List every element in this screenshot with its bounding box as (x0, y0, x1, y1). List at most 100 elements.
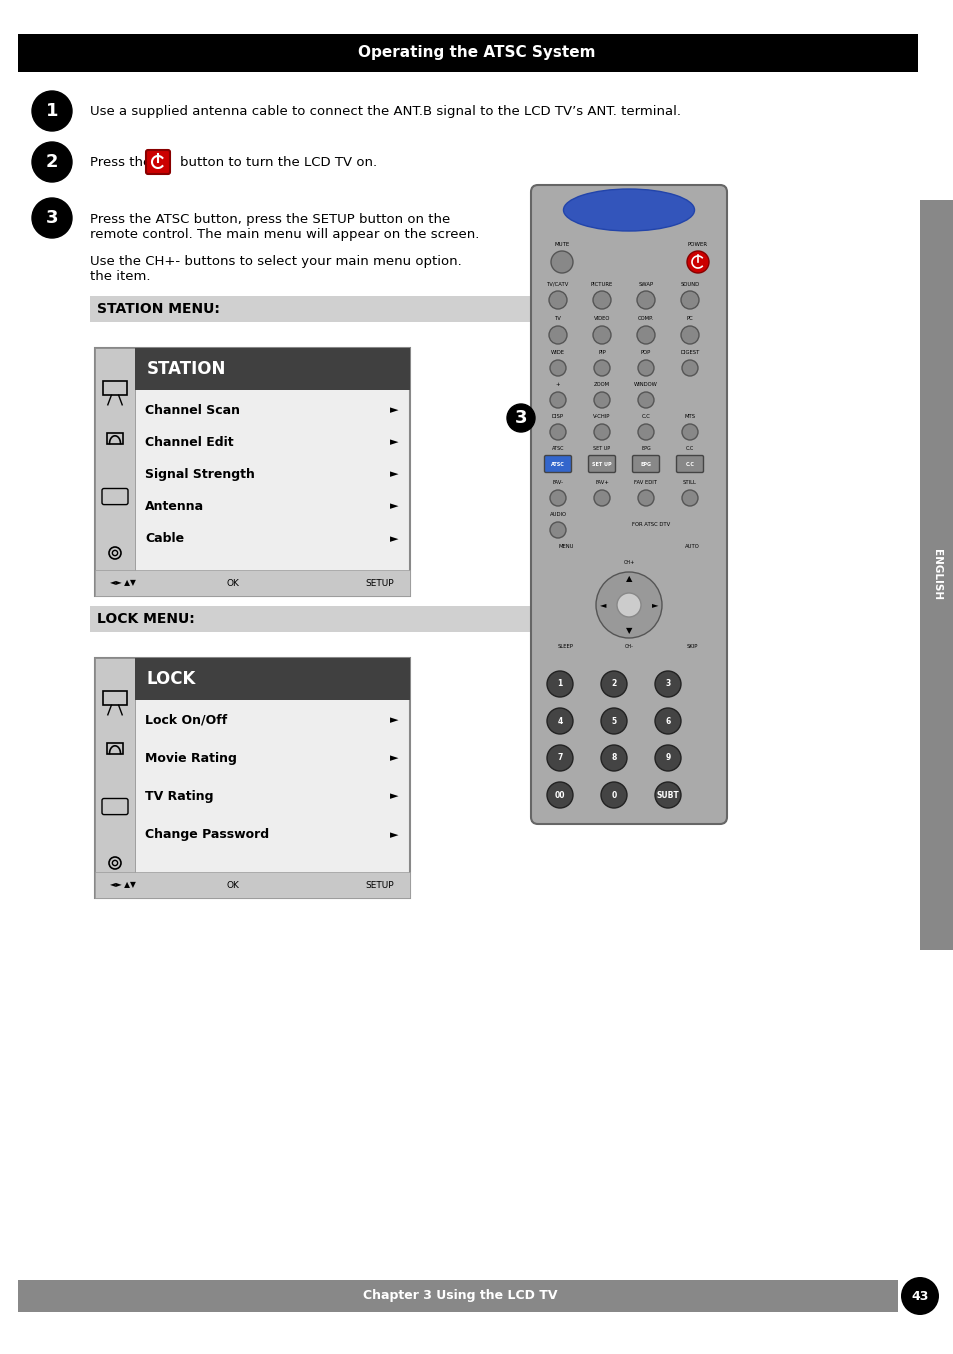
Text: 6: 6 (664, 716, 670, 726)
Text: Channel Scan: Channel Scan (145, 403, 240, 417)
Text: ►: ► (390, 405, 397, 414)
Text: Chapter 3 Using the LCD TV: Chapter 3 Using the LCD TV (362, 1289, 557, 1303)
Circle shape (617, 593, 640, 617)
Text: ►: ► (390, 533, 397, 544)
Text: ▼: ▼ (625, 627, 632, 635)
Text: SLEEP: SLEEP (558, 645, 574, 650)
Circle shape (637, 291, 655, 309)
Circle shape (548, 326, 566, 344)
Circle shape (546, 745, 573, 770)
Text: EPG: EPG (639, 462, 651, 467)
Circle shape (655, 708, 680, 734)
Bar (95, 658, 135, 898)
Text: STATION MENU:: STATION MENU: (97, 302, 219, 315)
Text: ◄: ◄ (599, 601, 605, 609)
Text: 43: 43 (910, 1289, 927, 1303)
Circle shape (594, 490, 609, 506)
Bar (135, 658, 410, 700)
Bar (919, 200, 953, 951)
Text: Antenna: Antenna (145, 500, 204, 513)
Text: MUTE: MUTE (554, 241, 569, 246)
Text: POP: POP (640, 349, 651, 355)
Text: ATSC: ATSC (551, 445, 563, 451)
Bar (90, 297, 564, 322)
Text: button to turn the LCD TV on.: button to turn the LCD TV on. (180, 156, 376, 168)
Circle shape (686, 250, 708, 274)
Text: STATION: STATION (147, 360, 226, 378)
Circle shape (596, 571, 661, 638)
Circle shape (32, 142, 71, 181)
Text: 3: 3 (46, 209, 58, 227)
Circle shape (600, 783, 626, 808)
Text: MENU: MENU (558, 543, 573, 548)
Text: AUTO: AUTO (684, 543, 699, 548)
Circle shape (680, 291, 699, 309)
Circle shape (594, 393, 609, 408)
Bar (107, 742, 123, 753)
Text: Change Password: Change Password (145, 829, 269, 841)
Text: Signal Strength: Signal Strength (145, 468, 254, 481)
Text: POWER: POWER (687, 241, 707, 246)
Text: Use a supplied antenna cable to connect the ANT.B signal to the LCD TV’s ANT. te: Use a supplied antenna cable to connect … (90, 104, 680, 118)
Circle shape (593, 326, 610, 344)
Circle shape (638, 393, 654, 408)
Text: LOCK MENU:: LOCK MENU: (97, 612, 194, 626)
Bar (18, 1280, 897, 1312)
Bar (95, 658, 410, 898)
Text: SOUND: SOUND (679, 282, 699, 287)
Circle shape (32, 198, 71, 238)
Text: 3: 3 (515, 409, 527, 427)
Circle shape (637, 326, 655, 344)
Circle shape (681, 360, 698, 376)
Text: TV: TV (554, 317, 561, 321)
FancyBboxPatch shape (544, 455, 571, 473)
Bar (95, 872, 410, 898)
Circle shape (655, 672, 680, 697)
Text: 5: 5 (611, 716, 616, 726)
Bar (103, 380, 127, 395)
Bar (95, 348, 410, 596)
Text: STILL: STILL (682, 479, 697, 485)
Circle shape (594, 360, 609, 376)
Text: COMP.: COMP. (638, 317, 654, 321)
Ellipse shape (563, 190, 694, 232)
Text: 7: 7 (557, 753, 562, 762)
Text: 2: 2 (611, 680, 616, 688)
Text: MTS: MTS (683, 413, 695, 418)
Circle shape (550, 393, 565, 408)
Text: C.C: C.C (685, 462, 694, 467)
Text: ►: ► (390, 470, 397, 479)
Text: ◄► ▲▼: ◄► ▲▼ (110, 578, 135, 588)
Text: C.C: C.C (640, 413, 650, 418)
Text: PIP: PIP (598, 349, 605, 355)
Circle shape (550, 490, 565, 506)
Text: OK: OK (226, 578, 238, 588)
Circle shape (681, 424, 698, 440)
Text: 4: 4 (557, 716, 562, 726)
Text: 00: 00 (554, 791, 565, 799)
Text: PC: PC (686, 317, 693, 321)
Text: SET UP: SET UP (593, 445, 610, 451)
Circle shape (600, 745, 626, 770)
Bar (95, 348, 135, 596)
Circle shape (550, 360, 565, 376)
FancyBboxPatch shape (632, 455, 659, 473)
Circle shape (594, 424, 609, 440)
Bar (135, 348, 410, 390)
Text: ZOOM: ZOOM (594, 382, 609, 386)
Circle shape (548, 291, 566, 309)
Text: FAV+: FAV+ (595, 479, 608, 485)
Circle shape (32, 91, 71, 131)
Bar (95, 570, 410, 596)
Text: 1: 1 (46, 102, 58, 121)
Text: Use the CH+- buttons to select your main menu option.
the item.: Use the CH+- buttons to select your main… (90, 255, 461, 283)
Text: WINDOW: WINDOW (634, 382, 658, 386)
Circle shape (638, 360, 654, 376)
Text: TV/CATV: TV/CATV (546, 282, 569, 287)
Text: Lock On/Off: Lock On/Off (145, 714, 227, 727)
Text: ◄► ▲▼: ◄► ▲▼ (110, 880, 135, 890)
Text: 0: 0 (611, 791, 616, 799)
Text: 9: 9 (664, 753, 670, 762)
Text: EPG: EPG (640, 445, 650, 451)
Text: ►: ► (390, 792, 397, 802)
